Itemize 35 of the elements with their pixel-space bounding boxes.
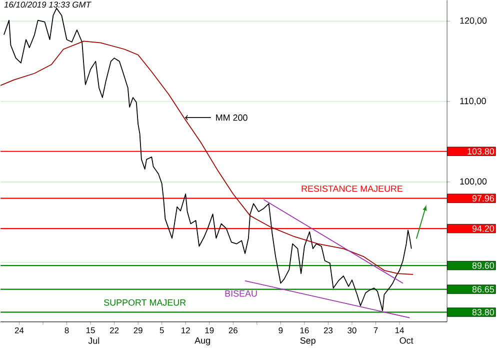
series-label: BISEAU (225, 290, 257, 297)
y-tick-label: 120,00 (460, 17, 487, 25)
ref-line-label: 94.20 (472, 225, 494, 232)
x-tick-label: 24 (14, 327, 24, 334)
ref-line-label: 97.96 (472, 195, 494, 202)
line-series (3, 8, 412, 312)
annotation: RESISTANCE MAJEURE (302, 186, 403, 192)
x-tick-label: 12 (182, 327, 190, 334)
annotation: SUPPORT MAJEUR (104, 299, 186, 306)
ref-line-label: 103.80 (468, 148, 494, 155)
x2-tick-label: Aug (194, 337, 210, 346)
x-tick-label: 29 (134, 327, 142, 334)
x-tick-label: 26 (228, 327, 238, 334)
ref-line-label: 89.60 (472, 262, 494, 269)
x-tick-label: 23 (324, 327, 333, 334)
x-tick-label: 9 (278, 327, 283, 334)
ref-line-label: 83.80 (472, 309, 494, 316)
x-tick-label: 16 (300, 327, 309, 334)
x-tick-label: 15 (86, 327, 95, 334)
line-series (0, 40, 414, 275)
x2-tick-label: Sep (300, 337, 316, 346)
y-tick-label: 110,00 (460, 98, 486, 106)
chart-title: 16/10/2019 13:33 GMT (4, 1, 92, 8)
x2-tick-label: Jul (88, 337, 100, 344)
y-tick-label: 100,00 (460, 178, 487, 186)
x-tick-label: 8 (64, 327, 69, 334)
ref-line-label: 86.65 (472, 286, 494, 293)
x-tick-label: 22 (110, 327, 119, 334)
x-tick-label: 14 (395, 327, 404, 334)
x-tick-label: 7 (374, 327, 378, 334)
annotation: MM 200 (216, 114, 248, 121)
x-tick-label: 30 (348, 327, 356, 334)
x-tick-label: 19 (205, 327, 214, 334)
x-tick-label: 5 (160, 327, 164, 334)
x2-tick-label: Oct (400, 337, 414, 344)
